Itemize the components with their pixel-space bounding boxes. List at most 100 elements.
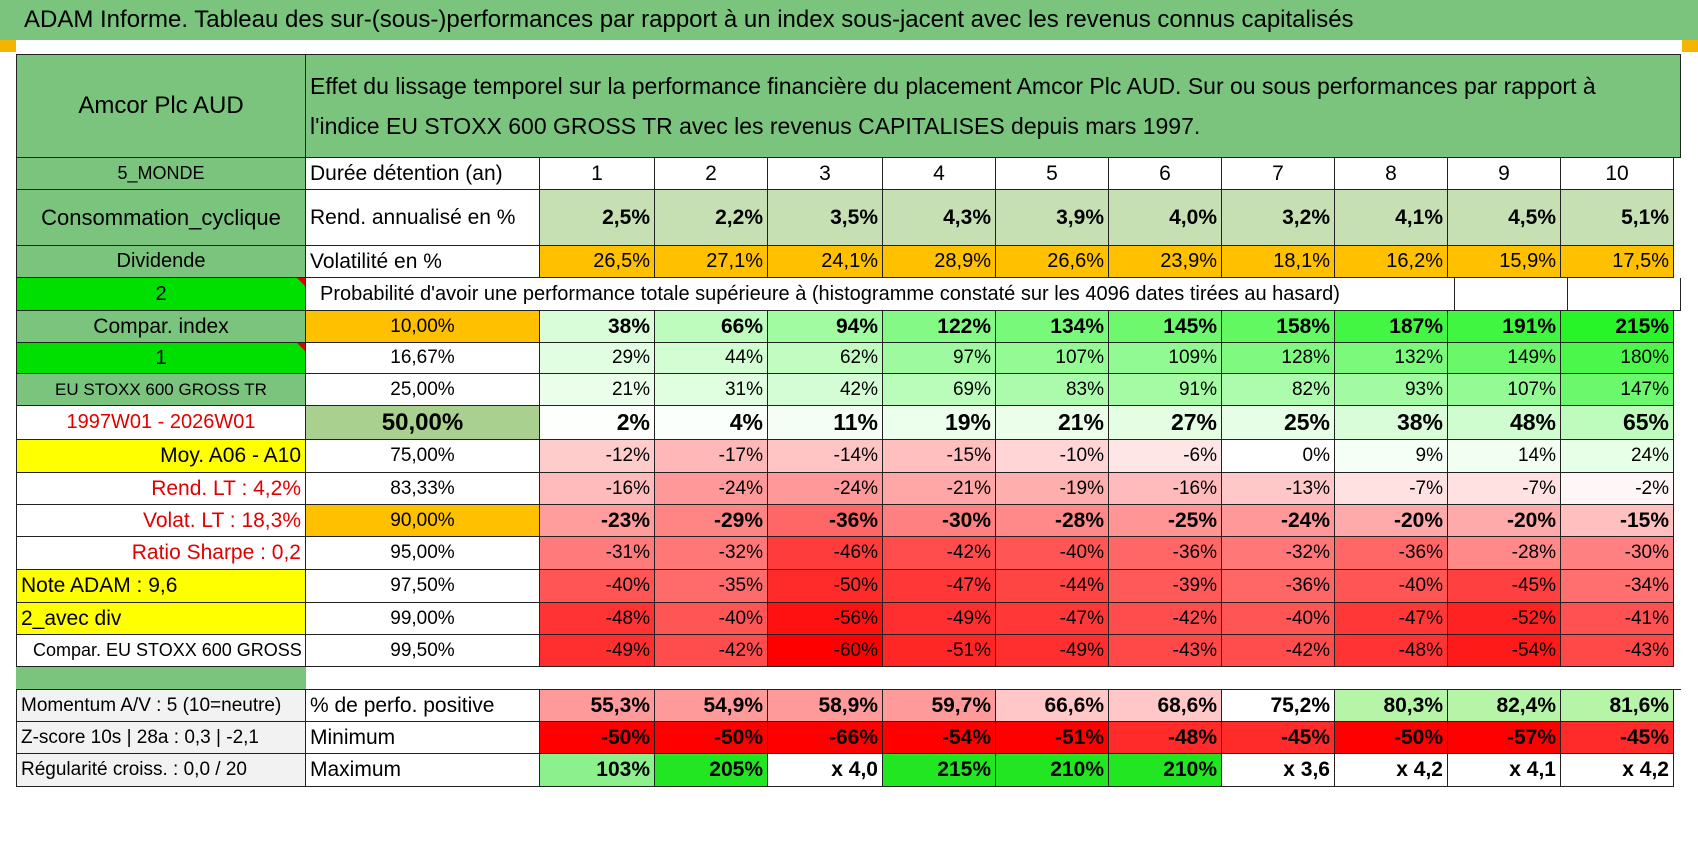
percentile-value[interactable]: -50% bbox=[768, 570, 883, 603]
percentile-value[interactable]: 147% bbox=[1561, 374, 1674, 406]
pct-pos-value-5[interactable]: 66,6% bbox=[996, 690, 1109, 722]
rend-value-7[interactable]: 3,2% bbox=[1222, 190, 1335, 246]
percentile-value[interactable]: 82% bbox=[1222, 374, 1335, 406]
percentile-value[interactable]: -56% bbox=[768, 603, 883, 635]
percentile-value[interactable]: -36% bbox=[1222, 570, 1335, 603]
left-label-rend-lt[interactable]: Rend. LT : 4,2% bbox=[16, 473, 306, 505]
pct-pos-value-2[interactable]: 54,9% bbox=[655, 690, 768, 722]
percentile-label[interactable]: 90,00% bbox=[306, 505, 540, 537]
percentile-value[interactable]: -44% bbox=[996, 570, 1109, 603]
percentile-value[interactable]: 38% bbox=[540, 311, 655, 343]
pct-pos-value-9[interactable]: 82,4% bbox=[1448, 690, 1561, 722]
percentile-value[interactable]: 107% bbox=[1448, 374, 1561, 406]
percentile-value[interactable]: -34% bbox=[1561, 570, 1674, 603]
pct-pos-value-3[interactable]: 58,9% bbox=[768, 690, 883, 722]
description-cell[interactable]: Effet du lissage temporel sur la perform… bbox=[306, 55, 1681, 158]
percentile-value[interactable]: 9% bbox=[1335, 440, 1448, 473]
percentile-value[interactable]: -40% bbox=[540, 570, 655, 603]
percentile-value[interactable]: -49% bbox=[540, 635, 655, 667]
percentile-value[interactable]: -35% bbox=[655, 570, 768, 603]
percentile-value[interactable]: 128% bbox=[1222, 343, 1335, 374]
year-header-10[interactable]: 10 bbox=[1561, 158, 1674, 190]
percentile-value[interactable]: 29% bbox=[540, 343, 655, 374]
percentile-value[interactable]: -31% bbox=[540, 537, 655, 570]
percentile-value[interactable]: -16% bbox=[1109, 473, 1222, 505]
percentile-value[interactable]: -40% bbox=[996, 537, 1109, 570]
percentile-label[interactable]: 10,00% bbox=[306, 311, 540, 343]
left-label-ratio-sharpe[interactable]: Ratio Sharpe : 0,2 bbox=[16, 537, 306, 570]
vol-value-8[interactable]: 16,2% bbox=[1335, 246, 1448, 278]
percentile-value[interactable]: -47% bbox=[1335, 603, 1448, 635]
percentile-value[interactable]: 4% bbox=[655, 406, 768, 440]
region-cell[interactable]: 5_MONDE bbox=[16, 158, 306, 190]
percentile-value[interactable]: -60% bbox=[768, 635, 883, 667]
percentile-value[interactable]: -30% bbox=[883, 505, 996, 537]
percentile-value[interactable]: 27% bbox=[1109, 406, 1222, 440]
percentile-label[interactable]: 50,00% bbox=[306, 406, 540, 440]
percentile-value[interactable]: 66% bbox=[655, 311, 768, 343]
proba-label-cell[interactable]: Probabilité d'avoir une performance tota… bbox=[306, 278, 1455, 311]
percentile-value[interactable]: -42% bbox=[1109, 603, 1222, 635]
percentile-value[interactable]: 65% bbox=[1561, 406, 1674, 440]
minimum-label-cell[interactable]: Minimum bbox=[306, 722, 540, 754]
rend-value-1[interactable]: 2,5% bbox=[540, 190, 655, 246]
vol-label-cell[interactable]: Volatilité en % bbox=[306, 246, 540, 278]
percentile-value[interactable]: 21% bbox=[540, 374, 655, 406]
min-value-10[interactable]: -45% bbox=[1561, 722, 1674, 754]
rend-value-8[interactable]: 4,1% bbox=[1335, 190, 1448, 246]
percentile-value[interactable]: 215% bbox=[1561, 311, 1674, 343]
dividend-cell[interactable]: Dividende bbox=[16, 246, 306, 278]
year-header-9[interactable]: 9 bbox=[1448, 158, 1561, 190]
percentile-value[interactable]: 145% bbox=[1109, 311, 1222, 343]
percentile-label[interactable]: 25,00% bbox=[306, 374, 540, 406]
percentile-value[interactable]: 97% bbox=[883, 343, 996, 374]
percentile-value[interactable]: 94% bbox=[768, 311, 883, 343]
percentile-value[interactable]: -52% bbox=[1448, 603, 1561, 635]
percentile-value[interactable]: -51% bbox=[883, 635, 996, 667]
percentile-value[interactable]: -39% bbox=[1109, 570, 1222, 603]
percentile-value[interactable]: -42% bbox=[655, 635, 768, 667]
percentile-value[interactable]: -43% bbox=[1561, 635, 1674, 667]
regularite-cell[interactable]: Régularité croiss. : 0,0 / 20 bbox=[16, 754, 306, 787]
year-header-8[interactable]: 8 bbox=[1335, 158, 1448, 190]
percentile-value[interactable]: -49% bbox=[883, 603, 996, 635]
pct-pos-value-1[interactable]: 55,3% bbox=[540, 690, 655, 722]
percentile-value[interactable]: 149% bbox=[1448, 343, 1561, 374]
percentile-value[interactable]: 83% bbox=[996, 374, 1109, 406]
min-value-6[interactable]: -48% bbox=[1109, 722, 1222, 754]
percentile-value[interactable]: 14% bbox=[1448, 440, 1561, 473]
percentile-value[interactable]: -14% bbox=[768, 440, 883, 473]
left-label-note-adam[interactable]: Note ADAM : 9,6 bbox=[16, 570, 306, 603]
min-value-2[interactable]: -50% bbox=[655, 722, 768, 754]
percentile-value[interactable]: -12% bbox=[540, 440, 655, 473]
left-label-compar-full[interactable]: Compar. EU STOXX 600 GROSS TR bbox=[16, 635, 306, 667]
max-value-4[interactable]: 215% bbox=[883, 754, 996, 787]
percentile-value[interactable]: -43% bbox=[1109, 635, 1222, 667]
percentile-label[interactable]: 97,50% bbox=[306, 570, 540, 603]
max-value-9[interactable]: x 4,1 bbox=[1448, 754, 1561, 787]
pct-pos-value-4[interactable]: 59,7% bbox=[883, 690, 996, 722]
vol-value-2[interactable]: 27,1% bbox=[655, 246, 768, 278]
percentile-label[interactable]: 95,00% bbox=[306, 537, 540, 570]
percentile-value[interactable]: 191% bbox=[1448, 311, 1561, 343]
max-value-10[interactable]: x 4,2 bbox=[1561, 754, 1674, 787]
percentile-value[interactable]: -40% bbox=[1222, 603, 1335, 635]
min-value-5[interactable]: -51% bbox=[996, 722, 1109, 754]
percentile-value[interactable]: -17% bbox=[655, 440, 768, 473]
percentile-value[interactable]: -15% bbox=[1561, 505, 1674, 537]
max-value-3[interactable]: x 4,0 bbox=[768, 754, 883, 787]
percentile-value[interactable]: -47% bbox=[883, 570, 996, 603]
percentile-value[interactable]: 19% bbox=[883, 406, 996, 440]
percentile-value[interactable]: -32% bbox=[655, 537, 768, 570]
left-label-avec-div[interactable]: 2_avec div bbox=[16, 603, 306, 635]
rend-value-2[interactable]: 2,2% bbox=[655, 190, 768, 246]
rend-value-5[interactable]: 3,9% bbox=[996, 190, 1109, 246]
percentile-value[interactable]: -29% bbox=[655, 505, 768, 537]
percentile-value[interactable]: 25% bbox=[1222, 406, 1335, 440]
percentile-value[interactable]: -21% bbox=[883, 473, 996, 505]
percentile-value[interactable]: 109% bbox=[1109, 343, 1222, 374]
max-value-6[interactable]: 210% bbox=[1109, 754, 1222, 787]
max-value-1[interactable]: 103% bbox=[540, 754, 655, 787]
vol-value-6[interactable]: 23,9% bbox=[1109, 246, 1222, 278]
rend-value-6[interactable]: 4,0% bbox=[1109, 190, 1222, 246]
